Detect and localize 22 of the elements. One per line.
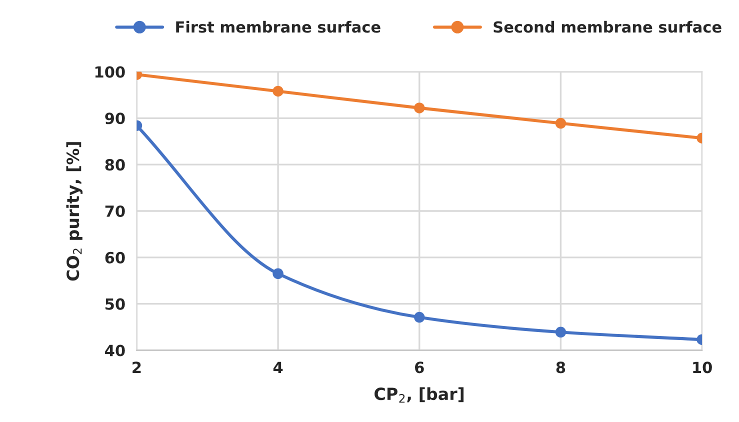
y-tick-label: 100	[95, 66, 125, 78]
x-tick-label: 10	[693, 362, 712, 374]
y-axis-title: CO$_{2}$ purity, [%]	[66, 142, 83, 281]
y-tick-label: 70	[105, 205, 125, 218]
x-axis-title: CP$_{2}$, [bar]	[374, 387, 464, 403]
legend-label: Second membrane surface	[494, 20, 722, 33]
y-tick-label: 80	[105, 159, 125, 171]
point	[555, 326, 566, 338]
y-tick-label: 60	[105, 252, 125, 264]
point	[272, 86, 284, 97]
x-tick-label: 8	[556, 362, 566, 374]
point	[414, 102, 425, 114]
point	[555, 118, 566, 129]
y-tick-label: 90	[105, 112, 125, 124]
point	[272, 268, 284, 280]
y-tick-label: 40	[105, 344, 125, 356]
x-tick-label: 4	[273, 362, 283, 373]
legend-label: First membrane surface	[176, 20, 380, 33]
y-tick-label: 50	[106, 298, 125, 310]
x-tick-label: 6	[415, 362, 424, 374]
x-tick-label: 2	[132, 362, 141, 373]
point	[414, 312, 425, 323]
